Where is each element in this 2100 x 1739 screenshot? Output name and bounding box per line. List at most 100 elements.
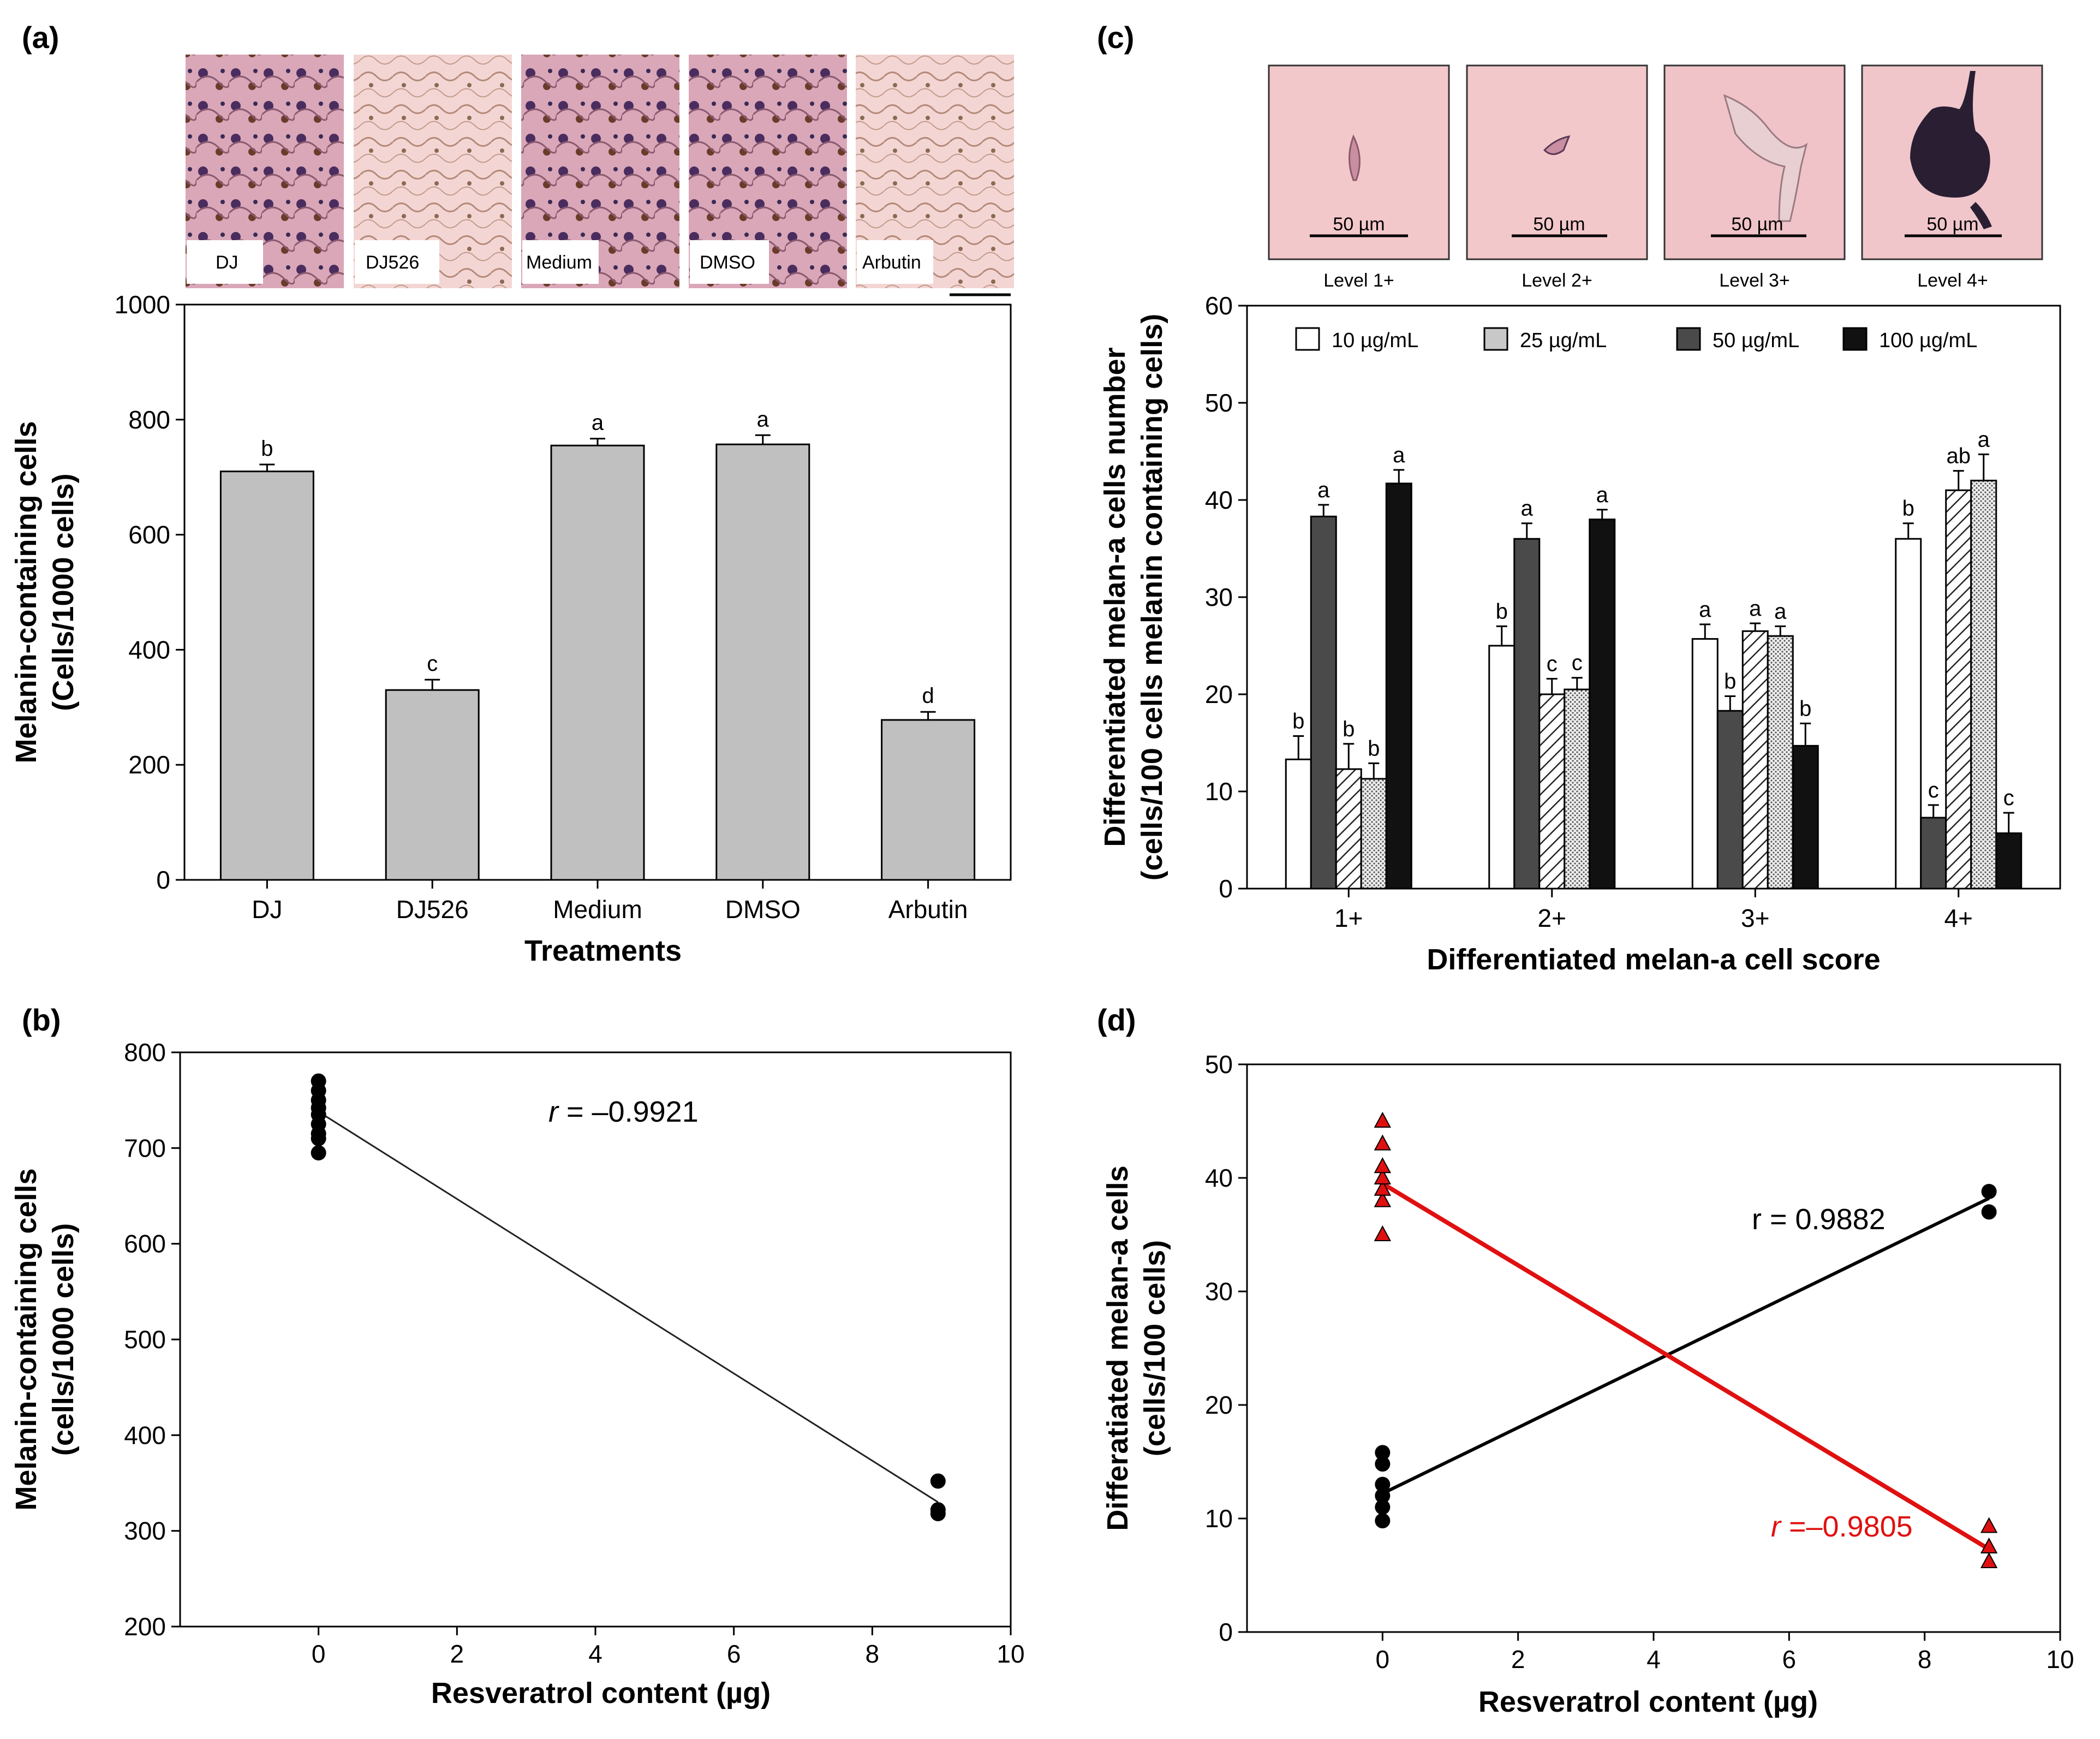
bar-chart-a: 0 200 400 600 800 1000 b DJ c DJ526 a Medium a DMSO d A… xyxy=(10,290,1012,967)
bar xyxy=(1310,515,1337,890)
y-tick-label: 500 xyxy=(124,1325,166,1354)
y-tick-label: 0 xyxy=(1219,874,1233,903)
thumbnail-dj526: DJ526 xyxy=(354,55,512,288)
y-tick-label: 1000 xyxy=(115,290,170,319)
x-tick-label: 2+ xyxy=(1538,904,1566,932)
significance-letter: a xyxy=(1749,597,1762,621)
significance-letter: a xyxy=(1774,599,1787,623)
legend-swatch-10 xyxy=(1295,327,1320,351)
plot-frame xyxy=(179,1051,1012,1628)
bar xyxy=(1360,778,1387,890)
micrograph-level-4: 50 µm Level 4+ xyxy=(1861,64,2043,291)
significance-letter: a xyxy=(1393,443,1405,467)
thumbnail-arbutin: Arbutin xyxy=(856,55,1014,288)
bar xyxy=(385,689,480,881)
data-point-red xyxy=(1374,1111,1392,1128)
significance-letter: c xyxy=(1572,651,1583,675)
bar xyxy=(1335,768,1362,890)
data-point-black xyxy=(1375,1456,1391,1472)
bar xyxy=(550,444,645,881)
x-tick-label: 2 xyxy=(1511,1645,1525,1674)
fit-line xyxy=(318,1111,939,1503)
significance-letter: d xyxy=(922,684,934,708)
significance-letter: c xyxy=(1928,778,1939,802)
r-value: =–0.9805 xyxy=(1781,1510,1913,1543)
bar xyxy=(1513,538,1541,890)
scatter-chart-d: 0 10 20 30 40 50 0 2 4 6 8 10 Resveratrol content (µ… xyxy=(1101,1050,2074,1718)
bar xyxy=(1285,758,1312,890)
y-axis-title: (cells/100 cells) xyxy=(1138,1240,1171,1456)
y-axis-title: Melanin-containing cells xyxy=(10,421,43,763)
data-point-black xyxy=(1375,1488,1391,1504)
legend-label: 50 µg/mL xyxy=(1713,329,1799,352)
x-tick-label: 8 xyxy=(866,1640,880,1668)
bar xyxy=(1970,479,1997,890)
data-point-black xyxy=(1375,1445,1391,1461)
x-tick-label: 10 xyxy=(2046,1645,2074,1674)
r-value: = –0.9921 xyxy=(558,1095,699,1128)
panel-d-label: (d) xyxy=(1097,1003,1136,1037)
y-tick-label: 600 xyxy=(124,1230,166,1258)
scatter-chart-b: 200 300 400 500 600 700 800 0 2 4 6 8 10 Resveratrol … xyxy=(10,1038,1025,1710)
significance-letter: b xyxy=(1343,717,1355,741)
panel-b: (b) 200 300 400 500 600 700 800 0 2 4 6 8 10 Resverat… xyxy=(10,1003,1025,1710)
data-point xyxy=(930,1473,946,1489)
thumbnail-label: DJ526 xyxy=(366,252,419,273)
y-tick-label: 20 xyxy=(1205,1391,1233,1419)
panel-c-micrographs: 50 µm Level 1+ 50 µm Level 2+ 50 µm Leve… xyxy=(1268,64,2043,291)
x-tick-label: DJ xyxy=(252,895,282,924)
x-tick-label: Arbutin xyxy=(888,895,968,924)
scale-bar-label: 50 µm xyxy=(1533,214,1585,235)
x-tick-label: 10 xyxy=(997,1640,1024,1668)
data-point xyxy=(311,1145,326,1161)
x-tick-label: 8 xyxy=(1918,1645,1932,1674)
y-tick-label: 40 xyxy=(1205,486,1233,514)
r-symbol: r xyxy=(548,1095,559,1128)
panel-c-legend: 10 µg/mL 25 µg/mL 50 µg/mL 100 µg/mL xyxy=(1295,327,1977,352)
x-axis-title: Differentiated melan-a cell score xyxy=(1427,943,1880,976)
x-tick-label: 2 xyxy=(450,1640,464,1668)
data-point xyxy=(311,1073,326,1089)
panel-a: (a) DJ DJ526 Medium DMSO xyxy=(10,20,1014,967)
significance-letter: c xyxy=(2003,786,2014,810)
panel-b-label: (b) xyxy=(22,1003,61,1037)
data-point-red xyxy=(1374,1191,1392,1207)
thumbnail-dj: DJ xyxy=(186,55,344,288)
y-axis-title: Melanin-containing cells xyxy=(10,1168,43,1510)
significance-letter: a xyxy=(1596,483,1609,507)
micrograph-level-2: 50 µm Level 2+ xyxy=(1466,64,1648,291)
bar xyxy=(1385,483,1412,890)
data-point-black xyxy=(1375,1513,1391,1529)
significance-letter: b xyxy=(1799,696,1811,720)
x-tick-label: 6 xyxy=(1782,1645,1797,1674)
correlation-annotation-black: r = 0.9882 xyxy=(1752,1203,1886,1236)
data-point-red xyxy=(1374,1168,1392,1184)
correlation-annotation-b: r = –0.9921 xyxy=(548,1095,699,1128)
bar xyxy=(1920,817,1947,890)
bar xyxy=(1564,688,1591,890)
legend-swatch-25 xyxy=(1483,327,1508,351)
x-tick-label: DMSO xyxy=(725,895,801,924)
fit-line-black xyxy=(1382,1196,1990,1495)
bar xyxy=(1538,693,1566,890)
micrograph-level-3: 50 µm Level 3+ xyxy=(1663,64,1846,291)
y-tick-label: 30 xyxy=(1205,583,1233,611)
y-tick-label: 50 xyxy=(1205,389,1233,417)
micrograph-caption: Level 2+ xyxy=(1522,270,1592,291)
significance-letter: a xyxy=(1699,598,1711,622)
bar xyxy=(1767,635,1794,890)
significance-letter: a xyxy=(1317,478,1330,502)
data-point-red xyxy=(1980,1517,1998,1533)
data-point xyxy=(930,1502,946,1518)
y-tick-label: 0 xyxy=(156,866,170,894)
bar xyxy=(715,443,810,881)
legend-swatch-100 xyxy=(1842,327,1868,351)
bar xyxy=(1589,519,1616,890)
panel-c: (c) 50 µm Level 1+ 50 µm Level 2+ 50 µ xyxy=(1097,20,2061,976)
bar xyxy=(881,719,976,881)
data-point-red xyxy=(1374,1134,1392,1151)
micrograph-level-1: 50 µm Level 1+ xyxy=(1268,64,1450,291)
legend-label: 10 µg/mL xyxy=(1332,329,1418,352)
scale-bar-label: 50 µm xyxy=(1333,214,1385,235)
significance-letter: a xyxy=(1978,427,1990,451)
